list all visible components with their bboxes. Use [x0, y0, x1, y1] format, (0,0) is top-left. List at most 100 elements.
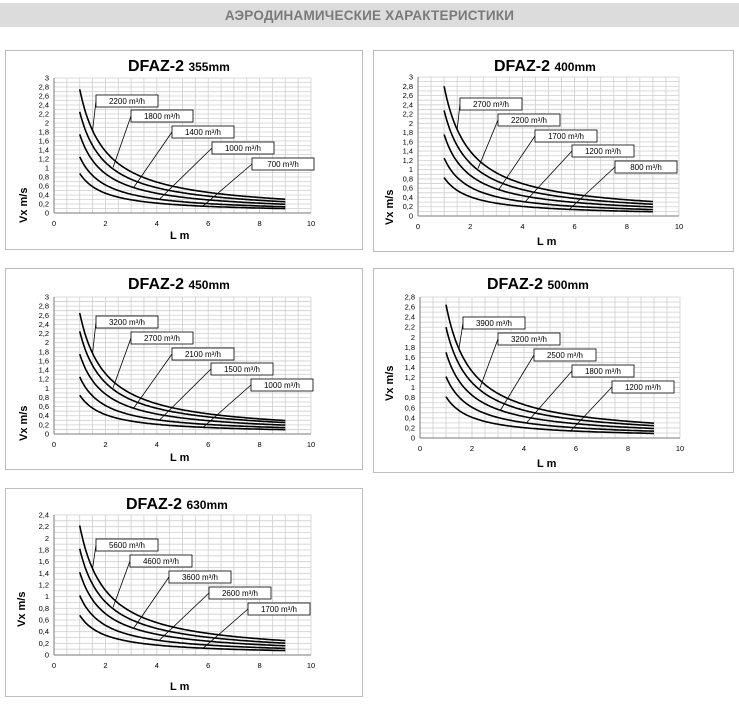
leader-line — [477, 119, 499, 169]
chart-panel-500: DFAZ-2 500mm Vx m/s L m 0 0,2 0,4 0,6 0,8 1 1,… — [373, 268, 734, 473]
series-line — [78, 548, 286, 644]
leader-line — [92, 321, 97, 354]
series-label: 2200 m³/h — [109, 97, 145, 106]
x-axis-label: L m — [537, 458, 557, 470]
chart-title: DFAZ-2 400mm — [494, 58, 596, 76]
series-label-box — [130, 109, 194, 123]
x-tick-label: 2 — [103, 219, 107, 228]
y-tick-label: 1 — [45, 384, 49, 393]
line-chart: 00,20,40,60,811,21,41,61,822,22,42,62,83… — [403, 73, 684, 232]
leader-line — [159, 147, 213, 200]
leader-line — [524, 150, 573, 203]
chart-panel-630: DFAZ-2 630mm Vx m/s L m 0 0,2 0,4 0,6 0,8 1 1,… — [5, 488, 363, 697]
x-tick-label: 6 — [206, 661, 210, 670]
y-tick-label: 0,6 — [403, 184, 413, 193]
x-tick-label: 0 — [52, 219, 56, 228]
series-label-box — [130, 331, 194, 345]
y-tick-label: 1,8 — [39, 128, 49, 137]
series-label: 2600 m³/h — [222, 589, 258, 598]
series-label: 2700 m³/h — [144, 334, 180, 343]
series-label-box — [462, 316, 526, 330]
line-chart: 00,20,40,60,811,21,41,61,822,22,42,62,83… — [39, 293, 316, 450]
x-tick-label: 6 — [573, 222, 577, 231]
line-chart: 0 0,2 0,4 0,6 0,8 1 1,2 1,4 1,6 1,8 2 2,2 2,4 0 2 4 6 8 10… — [39, 511, 316, 671]
series-label-box — [171, 347, 235, 361]
y-tick-label: 1 — [45, 164, 49, 173]
series-line — [443, 134, 653, 208]
series-label: 1200 m³/h — [625, 383, 661, 392]
x-tick-label: 4 — [155, 219, 159, 228]
y-tick-label: 1 — [411, 383, 415, 392]
chart-panel-450: DFAZ-2 450mm Vx m/s L m 0 0,2 0,4 0,6 0,8 1 1,… — [5, 268, 363, 470]
series-line — [445, 352, 655, 430]
series-label: 1400 m³/h — [185, 128, 221, 137]
x-axis-label: L m — [537, 236, 557, 248]
y-tick-label: 0,6 — [405, 403, 415, 412]
leader-line — [479, 338, 499, 389]
y-tick-label: 2,2 — [403, 110, 413, 119]
y-tick-label: 2,6 — [39, 311, 49, 320]
y-tick-label: 1,8 — [39, 347, 49, 356]
y-tick-label: 0 — [411, 434, 415, 443]
y-tick-label: 2,8 — [39, 83, 49, 92]
y-tick-label: 0,8 — [39, 604, 49, 613]
y-tick-label: 0,6 — [39, 616, 49, 625]
series-label-box — [211, 141, 275, 155]
series-line — [78, 111, 286, 203]
series-label: 4600 m³/h — [143, 557, 179, 566]
leader-line — [133, 353, 173, 409]
x-tick-label: 10 — [675, 222, 683, 231]
series-label-box — [571, 144, 635, 158]
x-tick-label: 10 — [676, 444, 684, 453]
y-tick-label: 1,6 — [39, 356, 49, 365]
y-tick-label: 2,6 — [403, 91, 413, 100]
series-label-box — [534, 129, 598, 143]
series-label: 2500 m³/h — [547, 351, 583, 360]
y-tick-label: 0 — [409, 212, 413, 221]
y-tick-label: 1,4 — [405, 363, 415, 372]
y-tick-label: 0,2 — [39, 639, 49, 648]
series-line — [78, 156, 286, 208]
series-label-box — [208, 586, 272, 600]
series-line — [79, 394, 286, 431]
y-tick-label: 0,2 — [405, 423, 415, 432]
y-tick-label: 0 — [45, 651, 49, 660]
x-tick-label: 4 — [155, 661, 159, 670]
chart-title-model: DFAZ-2 — [128, 276, 184, 293]
x-tick-label: 0 — [416, 222, 420, 231]
leader-line — [159, 368, 212, 421]
y-tick-label: 2,4 — [39, 511, 49, 520]
x-tick-label: 2 — [103, 440, 107, 449]
x-tick-label: 0 — [418, 444, 422, 453]
leader-line — [570, 386, 613, 432]
y-tick-label: 1,2 — [403, 156, 413, 165]
x-tick-label: 8 — [258, 661, 262, 670]
series-label: 800 m³/h — [630, 163, 662, 172]
y-tick-label: 3 — [45, 74, 49, 83]
series-label-box — [210, 362, 274, 376]
x-axis-label: L m — [170, 230, 190, 242]
series-label: 3600 m³/h — [182, 573, 218, 582]
y-tick-label: 1,8 — [39, 546, 49, 555]
series-label-box — [614, 160, 678, 174]
y-tick-label: 3 — [45, 293, 49, 302]
x-tick-label: 0 — [52, 440, 56, 449]
series-line — [443, 86, 653, 203]
leader-line — [526, 370, 573, 424]
leader-line — [202, 608, 249, 649]
leader-line — [569, 166, 616, 210]
series-label-box — [95, 538, 159, 552]
y-tick-label: 0 — [45, 209, 49, 218]
series-label-box — [611, 380, 675, 394]
series-line — [78, 353, 286, 426]
series-label: 1700 m³/h — [548, 132, 584, 141]
y-tick-label: 2,4 — [405, 313, 415, 322]
series-line — [78, 331, 286, 424]
y-tick-label: 0,8 — [39, 393, 49, 402]
series-line — [445, 304, 655, 424]
chart-panel-355: DFAZ-2 355mm Vx m/s L m 0 0,2 0,4 0,6 0,8 1 1,… — [5, 50, 363, 250]
y-tick-label: 1,8 — [403, 128, 413, 137]
y-tick-label: 2,8 — [39, 302, 49, 311]
x-tick-label: 0 — [52, 661, 56, 670]
y-tick-label: 1,4 — [403, 147, 413, 156]
